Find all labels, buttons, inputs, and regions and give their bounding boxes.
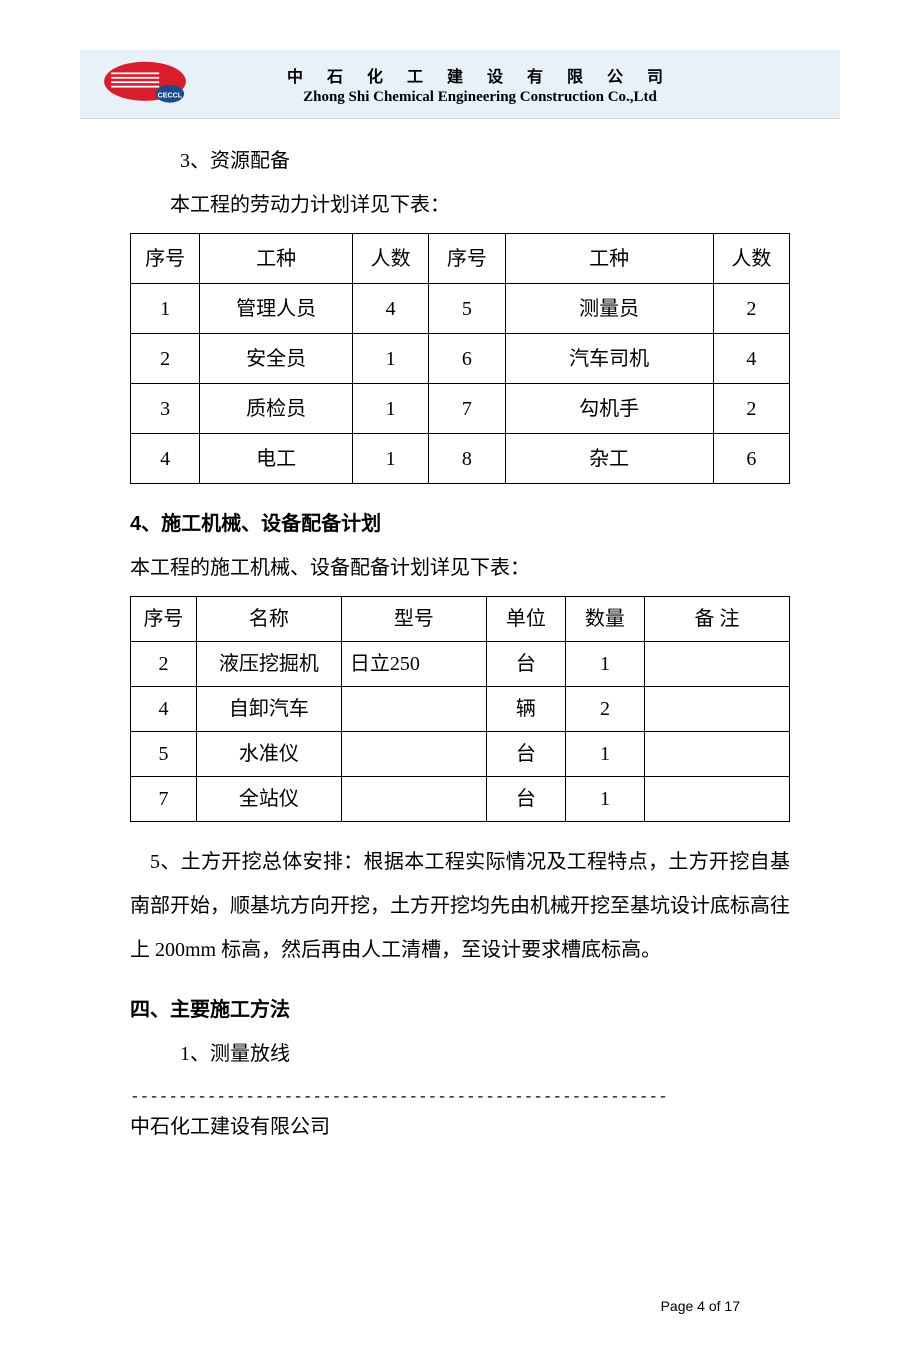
table-row: 2 安全员 1 6 汽车司机 4 xyxy=(131,334,790,384)
cell: 4 xyxy=(352,284,428,334)
cell: 勾机手 xyxy=(505,384,713,434)
cell xyxy=(644,687,789,732)
cell: 1 xyxy=(352,384,428,434)
col-header: 工种 xyxy=(200,234,353,284)
col-header: 人数 xyxy=(352,234,428,284)
cell: 1 xyxy=(565,642,644,687)
col-header: 工种 xyxy=(505,234,713,284)
cell: 台 xyxy=(486,732,565,777)
table-row: 7 全站仪 台 1 xyxy=(131,777,790,822)
cell: 安全员 xyxy=(200,334,353,384)
cell: 4 xyxy=(713,334,789,384)
cell xyxy=(644,732,789,777)
cell: 全站仪 xyxy=(196,777,341,822)
footer-separator: ----------------------------------------… xyxy=(130,1088,790,1106)
cell: 3 xyxy=(131,384,200,434)
cell: 5 xyxy=(429,284,505,334)
col-header: 序号 xyxy=(429,234,505,284)
cell: 5 xyxy=(131,732,197,777)
table-row: 3 质检员 1 7 勾机手 2 xyxy=(131,384,790,434)
cell: 1 xyxy=(565,732,644,777)
cell: 2 xyxy=(131,642,197,687)
section4-intro: 本工程的施工机械、设备配备计划详见下表： xyxy=(130,546,790,590)
section3-title: 3、资源配备 xyxy=(130,139,790,183)
col-header: 人数 xyxy=(713,234,789,284)
col-header: 备 注 xyxy=(644,597,789,642)
header-cn: 中 石 化 工 建 设 有 限 公 司 xyxy=(220,63,740,87)
cell: 8 xyxy=(429,434,505,484)
cell: 自卸汽车 xyxy=(196,687,341,732)
cell xyxy=(341,732,486,777)
col-header: 名称 xyxy=(196,597,341,642)
table-row: 5 水准仪 台 1 xyxy=(131,732,790,777)
cell: 液压挖掘机 xyxy=(196,642,341,687)
page-number: Page 4 of 17 xyxy=(661,1298,740,1314)
labor-table: 序号 工种 人数 序号 工种 人数 1 管理人员 4 5 测量员 2 2 安全员… xyxy=(130,233,790,484)
table-header-row: 序号 工种 人数 序号 工种 人数 xyxy=(131,234,790,284)
cell: 6 xyxy=(429,334,505,384)
cell: 1 xyxy=(131,284,200,334)
cell: 质检员 xyxy=(200,384,353,434)
col-header: 单位 xyxy=(486,597,565,642)
page-header: CECCL 中 石 化 工 建 设 有 限 公 司 Zhong Shi Chem… xyxy=(80,50,840,119)
cell xyxy=(644,642,789,687)
footer-company: 中石化工建设有限公司 xyxy=(130,1110,790,1139)
cell: 电工 xyxy=(200,434,353,484)
cell: 水准仪 xyxy=(196,732,341,777)
cell: 汽车司机 xyxy=(505,334,713,384)
document-body: 3、资源配备 本工程的劳动力计划详见下表： 序号 工种 人数 序号 工种 人数 … xyxy=(0,119,920,1076)
paragraph-5: 5、土方开挖总体安排：根据本工程实际情况及工程特点，土方开挖自基南部开始，顺基坑… xyxy=(130,840,790,972)
cell xyxy=(341,777,486,822)
cell: 台 xyxy=(486,642,565,687)
cell: 7 xyxy=(429,384,505,434)
cell: 1 xyxy=(565,777,644,822)
cell: 2 xyxy=(565,687,644,732)
cell: 1 xyxy=(352,334,428,384)
table-row: 4 自卸汽车 辆 2 xyxy=(131,687,790,732)
cell: 4 xyxy=(131,687,197,732)
col-header: 序号 xyxy=(131,234,200,284)
cell: 测量员 xyxy=(505,284,713,334)
equipment-table: 序号 名称 型号 单位 数量 备 注 2 液压挖掘机 日立250 台 1 4 自… xyxy=(130,596,790,822)
table-row: 1 管理人员 4 5 测量员 2 xyxy=(131,284,790,334)
cell: 日立250 xyxy=(341,642,486,687)
header-titles: 中 石 化 工 建 设 有 限 公 司 Zhong Shi Chemical E… xyxy=(220,63,740,106)
cell: 4 xyxy=(131,434,200,484)
cell: 2 xyxy=(713,384,789,434)
cell: 辆 xyxy=(486,687,565,732)
svg-text:CECCL: CECCL xyxy=(158,91,183,99)
cell: 台 xyxy=(486,777,565,822)
company-logo: CECCL xyxy=(100,60,190,108)
col-header: 型号 xyxy=(341,597,486,642)
cell: 1 xyxy=(352,434,428,484)
col-header: 序号 xyxy=(131,597,197,642)
cell: 管理人员 xyxy=(200,284,353,334)
sub-4-1: 1、测量放线 xyxy=(130,1032,790,1076)
table-row: 2 液压挖掘机 日立250 台 1 xyxy=(131,642,790,687)
table-header-row: 序号 名称 型号 单位 数量 备 注 xyxy=(131,597,790,642)
cell xyxy=(644,777,789,822)
table-row: 4 电工 1 8 杂工 6 xyxy=(131,434,790,484)
section3-intro: 本工程的劳动力计划详见下表： xyxy=(130,183,790,227)
cell: 2 xyxy=(131,334,200,384)
cell: 7 xyxy=(131,777,197,822)
cell xyxy=(341,687,486,732)
cell: 6 xyxy=(713,434,789,484)
cell: 杂工 xyxy=(505,434,713,484)
col-header: 数量 xyxy=(565,597,644,642)
section4-title: 4、施工机械、设备配备计划 xyxy=(130,502,790,546)
header-en: Zhong Shi Chemical Engineering Construct… xyxy=(220,89,740,106)
cell: 2 xyxy=(713,284,789,334)
heading-4: 四、主要施工方法 xyxy=(130,988,790,1032)
